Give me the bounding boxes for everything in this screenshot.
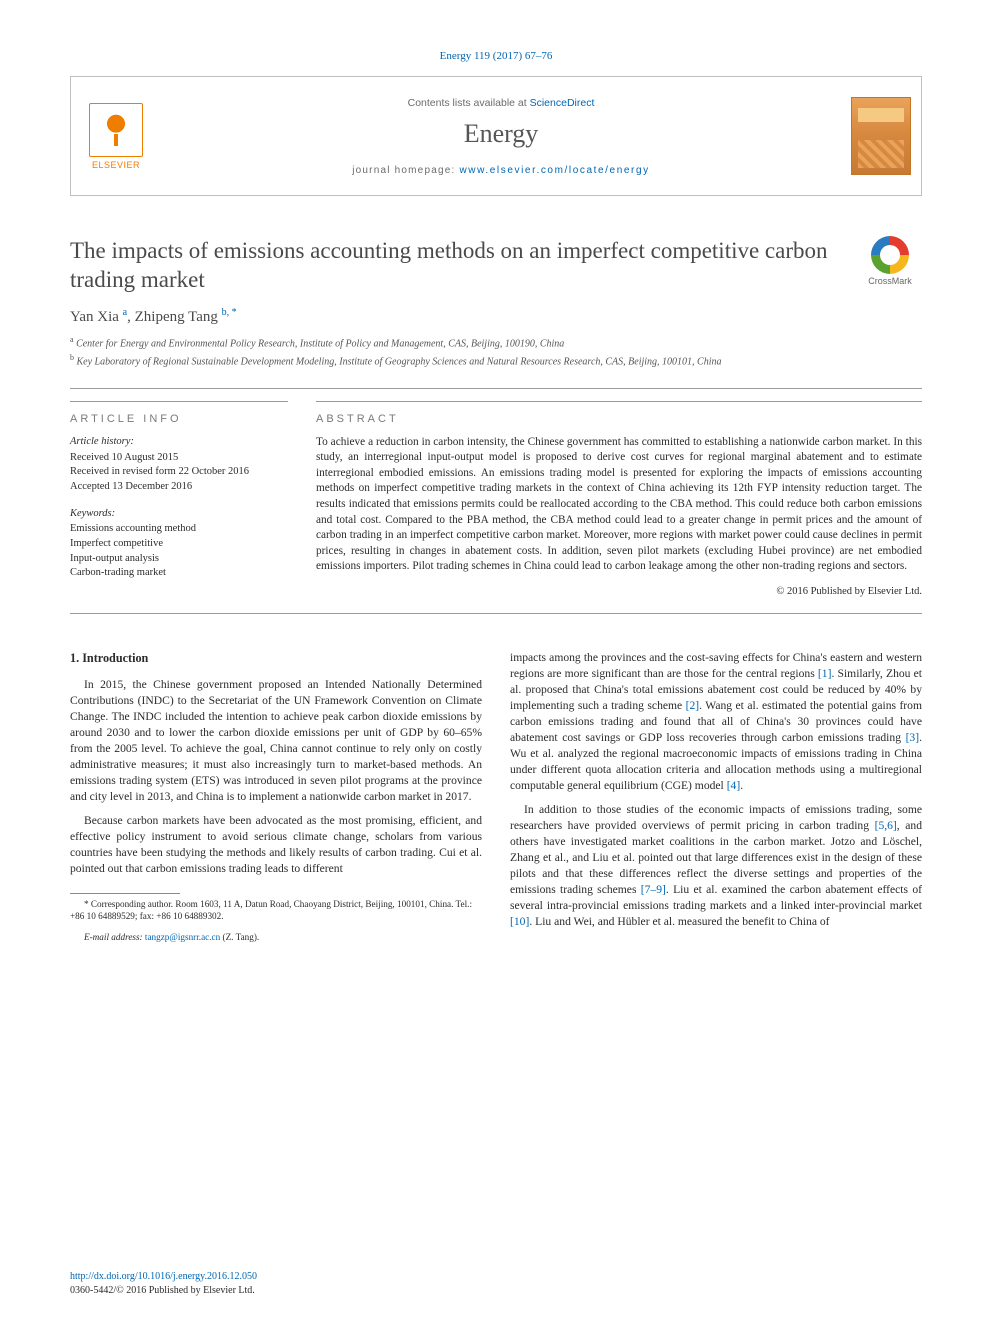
history-accepted: Accepted 13 December 2016 — [70, 480, 288, 495]
homepage-prefix: journal homepage: — [352, 165, 459, 176]
ref-5-6-link[interactable]: [5,6] — [875, 819, 897, 832]
elsevier-tree-icon — [89, 103, 143, 157]
publisher-name: ELSEVIER — [92, 160, 140, 170]
crossmark-label: CrossMark — [868, 276, 912, 286]
ref-2-link[interactable]: [2] — [686, 699, 700, 712]
history-head: Article history: — [70, 435, 288, 450]
abstract-head: ABSTRACT — [316, 401, 922, 427]
article-info-column: ARTICLE INFO Article history: Received 1… — [70, 389, 288, 614]
author-2: Zhipeng Tang — [135, 309, 218, 325]
authors-line: Yan Xia a, Zhipeng Tang b, * — [70, 307, 922, 326]
ref-4-link[interactable]: [4] — [727, 779, 741, 792]
email-label: E-mail address: — [84, 932, 143, 942]
contents-line: Contents lists available at ScienceDirec… — [408, 97, 595, 109]
history-revised: Received in revised form 22 October 2016 — [70, 465, 288, 480]
journal-cover-thumbnail — [851, 97, 911, 175]
doi-link[interactable]: http://dx.doi.org/10.1016/j.energy.2016.… — [70, 1271, 257, 1282]
affiliation-a: a Center for Energy and Environmental Po… — [70, 334, 922, 352]
keyword-2: Imperfect competitive — [70, 537, 288, 552]
issn-line: 0360-5442/© 2016 Published by Elsevier L… — [70, 1285, 255, 1296]
intro-p4: In addition to those studies of the econ… — [510, 802, 922, 930]
journal-header: ELSEVIER Contents lists available at Sci… — [70, 76, 922, 196]
intro-p1: In 2015, the Chinese government proposed… — [70, 677, 482, 805]
author-1-sup[interactable]: a — [123, 309, 127, 325]
history-received: Received 10 August 2015 — [70, 451, 288, 466]
keyword-1: Emissions accounting method — [70, 522, 288, 537]
title-row: The impacts of emissions accounting meth… — [70, 236, 922, 295]
abstract-copyright: © 2016 Published by Elsevier Ltd. — [316, 585, 922, 599]
affiliation-b: b Key Laboratory of Regional Sustainable… — [70, 352, 922, 370]
homepage-line: journal homepage: www.elsevier.com/locat… — [352, 165, 650, 176]
article-info-head: ARTICLE INFO — [70, 401, 288, 427]
header-center: Contents lists available at ScienceDirec… — [161, 77, 841, 195]
homepage-link[interactable]: www.elsevier.com/locate/energy — [459, 165, 649, 176]
ref-3-link[interactable]: [3] — [906, 731, 920, 744]
abstract-text: To achieve a reduction in carbon intensi… — [316, 435, 922, 575]
publisher-logo: ELSEVIER — [71, 77, 161, 195]
sciencedirect-link[interactable]: ScienceDirect — [530, 97, 595, 109]
corresponding-footnote: * Corresponding author. Room 1603, 11 A,… — [70, 898, 482, 923]
email-footnote: E-mail address: tangzp@igsnrr.ac.cn (Z. … — [70, 931, 482, 943]
email-tail: (Z. Tang). — [223, 932, 260, 942]
author-1: Yan Xia — [70, 309, 119, 325]
citation-line: Energy 119 (2017) 67–76 — [70, 50, 922, 62]
ref-7-9-link[interactable]: [7–9] — [641, 883, 666, 896]
body-columns: 1. Introduction In 2015, the Chinese gov… — [70, 650, 922, 951]
body-col-left: 1. Introduction In 2015, the Chinese gov… — [70, 650, 482, 951]
journal-cover — [841, 77, 921, 195]
body-col-right: impacts among the provinces and the cost… — [510, 650, 922, 951]
ref-1-link[interactable]: [1] — [818, 667, 832, 680]
contents-prefix: Contents lists available at — [408, 97, 530, 109]
keyword-4: Carbon-trading market — [70, 566, 288, 581]
intro-p2: Because carbon markets have been advocat… — [70, 813, 482, 877]
crossmark-ring-icon — [871, 236, 909, 274]
article-title: The impacts of emissions accounting meth… — [70, 236, 858, 295]
affiliations: a Center for Energy and Environmental Po… — [70, 334, 922, 370]
ref-10-link[interactable]: [10] — [510, 915, 529, 928]
crossmark-badge[interactable]: CrossMark — [858, 236, 922, 286]
keyword-3: Input-output analysis — [70, 552, 288, 567]
keywords-head: Keywords: — [70, 507, 288, 522]
email-link[interactable]: tangzp@igsnrr.ac.cn — [145, 932, 220, 942]
author-2-sup[interactable]: b, * — [222, 309, 237, 325]
intro-p3: impacts among the provinces and the cost… — [510, 650, 922, 794]
footnote-rule — [70, 893, 180, 894]
abstract-column: ABSTRACT To achieve a reduction in carbo… — [316, 389, 922, 614]
info-abstract-block: ARTICLE INFO Article history: Received 1… — [70, 388, 922, 615]
journal-name: Energy — [464, 119, 539, 149]
page-footer: http://dx.doi.org/10.1016/j.energy.2016.… — [70, 1270, 257, 1297]
section-1-heading: 1. Introduction — [70, 650, 482, 667]
